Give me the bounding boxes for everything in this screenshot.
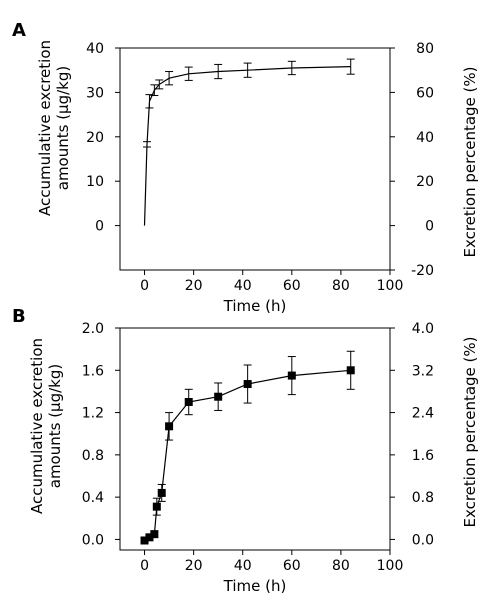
panel-a-y2-ticks: -20 0 20 40 60 80 (390, 41, 434, 279)
data-point-marker (214, 392, 223, 401)
panel-b-x-ticks: 0 20 40 60 80 100 (140, 550, 403, 574)
panel-a-x-axis-title: Time (h) (223, 297, 287, 315)
panel-b-y-axis-title-line1: Accumulative excretion (28, 338, 46, 514)
error-bar (346, 58, 355, 75)
panel-a-error-bars (143, 58, 355, 148)
x-tick-label: 20 (185, 558, 203, 574)
y-tick-label: 20 (86, 130, 104, 146)
y-tick-label: 40 (86, 41, 104, 57)
y2-tick-label: 2.4 (412, 406, 434, 422)
y-tick-label: 0.4 (82, 490, 104, 506)
y2-tick-label: 3.2 (412, 363, 434, 379)
x-tick-label: 60 (283, 558, 301, 574)
y2-tick-label: 0.0 (412, 532, 434, 548)
panel-b: B 0 20 40 60 80 100 0.0 0.4 0.8 1.2 1.6 2.0 0.0 0.8… (12, 306, 479, 595)
y-tick-label: 1.6 (82, 363, 104, 379)
x-tick-label: 20 (185, 278, 203, 294)
panel-b-y-ticks: 0.0 0.4 0.8 1.2 1.6 2.0 (82, 321, 120, 548)
y2-tick-label: 0 (425, 219, 434, 235)
panel-b-y2-ticks: 0.0 0.8 1.6 2.4 3.2 4.0 (390, 321, 434, 548)
data-point-marker (165, 422, 174, 431)
x-tick-label: 0 (140, 558, 149, 574)
x-tick-label: 40 (234, 558, 252, 574)
y-tick-label: 1.2 (82, 406, 104, 422)
y-tick-label: 0.8 (82, 448, 104, 464)
data-point-marker (157, 488, 166, 497)
panel-b-y-axis-title-line2: amounts (μg/kg) (46, 364, 64, 489)
y2-tick-label: 40 (416, 130, 434, 146)
y2-tick-label: -20 (411, 263, 434, 279)
panel-b-y2-axis-title: Excretion percentage (%) (461, 336, 479, 527)
x-tick-label: 80 (332, 558, 350, 574)
panel-a-series-line (143, 66, 351, 226)
panel-b-plot-frame (119, 327, 391, 551)
x-tick-label: 0 (140, 278, 149, 294)
panel-a-x-ticks: 0 20 40 60 80 100 (140, 270, 403, 294)
x-tick-label: 100 (377, 278, 404, 294)
panel-a-label: A (12, 20, 26, 41)
data-point-marker (140, 536, 149, 545)
panel-b-error-bars (140, 350, 355, 544)
panel-b-label: B (12, 306, 26, 327)
panel-b-x-axis-title: Time (h) (223, 577, 287, 595)
y-tick-label: 2.0 (82, 321, 104, 337)
data-point-marker (287, 371, 296, 380)
y2-tick-label: 20 (416, 174, 434, 190)
panel-a-y-axis-title-line2: amounts (μg/kg) (54, 66, 72, 191)
y2-tick-label: 60 (416, 85, 434, 101)
y2-tick-label: 4.0 (412, 321, 434, 337)
data-point-marker (145, 533, 154, 542)
y2-tick-label: 80 (416, 41, 434, 57)
data-point-marker (150, 530, 159, 539)
panel-b-markers (140, 366, 355, 545)
data-point-marker (243, 380, 252, 389)
x-tick-label: 80 (332, 278, 350, 294)
y-tick-label: 0 (95, 219, 104, 235)
panel-a-y-ticks: 0 10 20 30 40 (86, 41, 120, 235)
y-tick-label: 0.0 (82, 532, 104, 548)
data-point-marker (184, 398, 193, 406)
y-tick-label: 10 (86, 174, 104, 190)
panel-a-y-axis-title-line1: Accumulative excretion (36, 40, 54, 216)
y2-tick-label: 1.6 (412, 448, 434, 464)
y2-tick-label: 0.8 (412, 490, 434, 506)
panel-a-y2-axis-title: Excretion percentage (%) (461, 66, 479, 257)
y-tick-label: 30 (86, 85, 104, 101)
panel-a: A 0 20 40 60 80 100 0 10 20 30 40 -20 0 20 40 60 80 Ti… (12, 20, 479, 315)
panel-a-plot-frame (119, 47, 391, 271)
data-point-marker (152, 502, 161, 511)
x-tick-label: 40 (234, 278, 252, 294)
x-tick-label: 60 (283, 278, 301, 294)
data-point-marker (346, 366, 355, 375)
x-tick-label: 100 (377, 558, 404, 574)
